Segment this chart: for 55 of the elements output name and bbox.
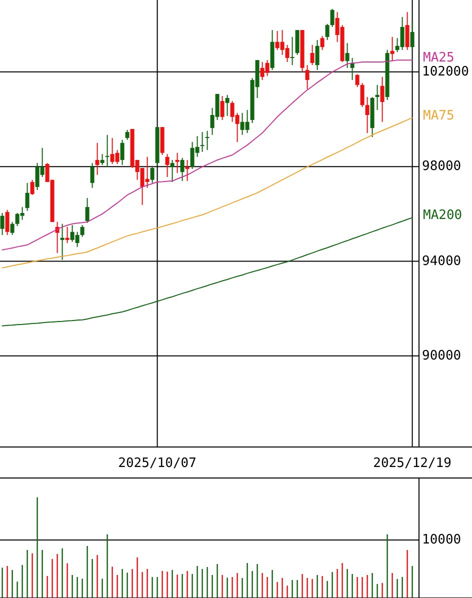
candlestick bbox=[180, 157, 184, 182]
candlestick bbox=[0, 212, 4, 236]
candlestick bbox=[290, 36, 294, 66]
x-tick-label: 2025/12/19 bbox=[373, 456, 452, 472]
series-label: MA200 bbox=[423, 208, 462, 224]
candlestick bbox=[10, 221, 14, 236]
candlestick bbox=[410, 20, 414, 50]
candlestick bbox=[325, 23, 330, 40]
candlestick bbox=[100, 154, 104, 166]
candlestick bbox=[5, 209, 10, 236]
candlestick bbox=[405, 12, 410, 50]
y-tick-label: 102000 bbox=[422, 64, 469, 80]
candlestick bbox=[200, 132, 204, 152]
candlestick bbox=[80, 224, 84, 238]
candlestick bbox=[345, 42, 350, 68]
y-tick-label: 94000 bbox=[422, 254, 462, 269]
candlestick bbox=[175, 152, 180, 174]
x-tick-label: 2025/10/07 bbox=[118, 456, 196, 472]
candlestick bbox=[310, 44, 314, 66]
candlestick bbox=[380, 76, 384, 122]
y-tick-label: 90000 bbox=[422, 348, 462, 364]
candlestick bbox=[30, 179, 34, 196]
candlestick bbox=[120, 139, 124, 166]
candlestick bbox=[25, 182, 30, 212]
candlestick bbox=[185, 159, 190, 182]
candlestick bbox=[90, 162, 94, 188]
candlestick bbox=[165, 154, 170, 178]
y-tick-label: 10000 bbox=[422, 532, 462, 548]
candlestick bbox=[170, 159, 174, 182]
candlestick bbox=[330, 8, 334, 28]
candlestick bbox=[305, 64, 310, 90]
series-label: MA25 bbox=[423, 50, 454, 66]
candlestick bbox=[365, 96, 370, 134]
candlestick bbox=[150, 165, 154, 184]
candlestick bbox=[60, 223, 64, 260]
line-series bbox=[2, 217, 413, 326]
candlestick bbox=[65, 226, 70, 244]
candlestick bbox=[95, 142, 100, 176]
candlestick bbox=[85, 198, 90, 224]
line-series bbox=[2, 117, 413, 268]
candlestick bbox=[355, 74, 360, 88]
line-series bbox=[2, 60, 413, 250]
candlestick bbox=[105, 134, 110, 168]
candlestick bbox=[220, 96, 224, 120]
candlestick bbox=[225, 94, 230, 116]
candlestick bbox=[295, 30, 300, 56]
candlestick bbox=[375, 84, 380, 111]
candlestick bbox=[125, 129, 130, 140]
candlestick bbox=[390, 36, 394, 62]
candlestick bbox=[205, 130, 210, 151]
candlestick bbox=[360, 82, 364, 108]
series-label: MA75 bbox=[423, 108, 454, 124]
candlestick bbox=[315, 39, 320, 71]
candlestick bbox=[320, 35, 324, 50]
y-tick-label: 98000 bbox=[422, 159, 462, 174]
